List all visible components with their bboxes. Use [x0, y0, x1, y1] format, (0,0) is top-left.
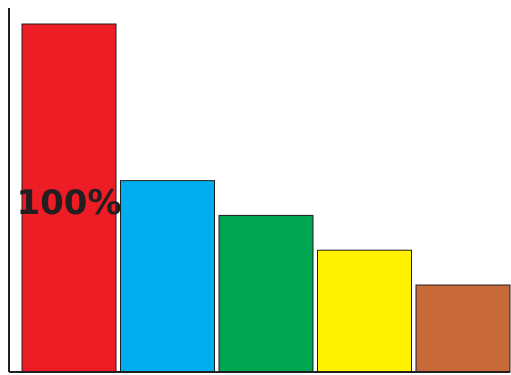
bar-1	[21, 23, 117, 373]
bar-2	[120, 180, 215, 373]
bar-5	[415, 284, 511, 373]
bar-1-value-label: 100%	[16, 183, 121, 223]
bars-group	[21, 23, 511, 373]
bar-3	[218, 214, 314, 373]
bar-4	[317, 249, 412, 373]
